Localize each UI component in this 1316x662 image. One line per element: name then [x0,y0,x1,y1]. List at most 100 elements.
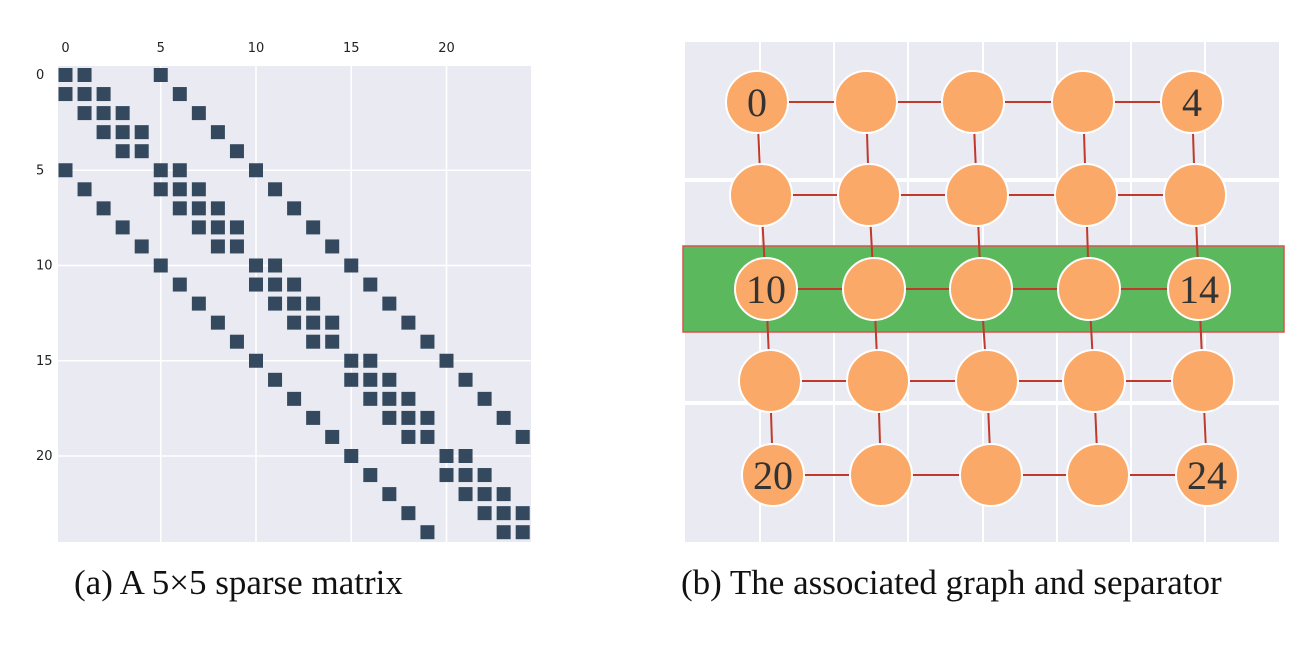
graph-node-circle [1057,257,1121,321]
graph-plot: 0 4 10 14 20 24 [682,42,1285,542]
sparse-matrix-plot: 0 5 10 15 20 0 5 10 15 20 [36,41,531,542]
matrix-nonzero-cell [115,220,130,235]
matrix-nonzero-cell [401,410,416,425]
matrix-nonzero-cell [58,87,73,102]
matrix-nonzero-cell [172,163,187,178]
matrix-nonzero-cell [515,506,530,521]
matrix-nonzero-cell [401,429,416,444]
matrix-nonzero-cell [249,277,263,292]
matrix-nonzero-cell [325,429,340,444]
matrix-x-tick-labels: 0 5 10 15 20 [61,41,454,56]
matrix-nonzero-cell [344,449,359,463]
matrix-y-tick-label: 20 [36,449,53,464]
graph-node [959,443,1023,507]
matrix-nonzero-cell [363,372,378,387]
graph-node [849,443,913,507]
graph-node [955,349,1019,413]
graph-node-circle [741,443,805,507]
graph-node-circle [945,163,1009,227]
matrix-nonzero-cell [287,296,302,311]
matrix-nonzero-cell [458,468,473,483]
graph-node [949,257,1013,321]
matrix-nonzero-cell [191,182,206,197]
matrix-nonzero-cell [515,429,530,444]
matrix-nonzero-cell [496,506,511,521]
matrix-nonzero-cell [458,372,473,387]
caption-a: (a) A 5×5 sparse matrix [74,563,403,602]
matrix-nonzero-cell [249,258,263,273]
graph-node-circle [955,349,1019,413]
matrix-nonzero-cell [401,391,416,406]
matrix-nonzero-cells [58,68,530,540]
matrix-nonzero-cell [306,410,321,425]
matrix-y-tick-label: 0 [36,68,44,83]
graph-node: 24 [1175,443,1239,507]
matrix-nonzero-cell [458,449,473,463]
graph-node-circle [734,257,798,321]
matrix-nonzero-cell [363,277,378,292]
matrix-x-tick-label: 20 [438,41,455,56]
matrix-nonzero-cell [382,410,397,425]
graph-node [729,163,793,227]
graph-node-label: 20 [753,453,793,498]
matrix-nonzero-cell [344,353,359,368]
graph-node [1062,349,1126,413]
matrix-nonzero-cell [172,277,187,292]
graph-node-circle [1160,70,1224,134]
matrix-nonzero-cell [229,220,244,235]
graph-node [941,70,1005,134]
matrix-x-tick-label: 0 [61,41,69,56]
matrix-nonzero-cell [96,125,111,140]
matrix-nonzero-cell [496,410,511,425]
matrix-nonzero-cell [363,353,378,368]
matrix-nonzero-cell [268,372,283,387]
matrix-nonzero-cell [115,125,130,140]
graph-nodes: 0 4 10 14 20 24 [725,70,1239,507]
graph-node [837,163,901,227]
matrix-nonzero-cell [77,87,92,102]
matrix-nonzero-cell [268,258,283,273]
matrix-y-tick-label: 15 [36,354,53,369]
matrix-nonzero-cell [477,506,492,521]
graph-node-circle [849,443,913,507]
matrix-x-tick-label: 15 [343,41,360,56]
matrix-nonzero-cell [249,353,263,368]
graph-node-circle [837,163,901,227]
matrix-nonzero-cell [420,525,435,540]
graph-node-label: 0 [747,80,767,125]
matrix-nonzero-cell [191,106,206,121]
matrix-nonzero-cell [306,334,321,349]
matrix-nonzero-cell [210,201,225,216]
graph-node: 14 [1167,257,1231,321]
matrix-nonzero-cell [153,163,168,178]
matrix-nonzero-cell [439,468,454,483]
graph-node [1051,70,1115,134]
matrix-nonzero-cell [325,239,340,254]
matrix-nonzero-cell [496,525,511,540]
matrix-nonzero-cell [172,201,187,216]
matrix-nonzero-cell [458,487,473,502]
matrix-nonzero-cell [96,106,111,121]
matrix-nonzero-cell [134,125,149,140]
matrix-nonzero-cell [420,334,435,349]
matrix-nonzero-cell [77,182,92,197]
matrix-nonzero-cell [306,220,321,235]
matrix-nonzero-cell [287,201,302,216]
matrix-nonzero-cell [382,296,397,311]
matrix-nonzero-cell [382,391,397,406]
graph-node-label: 24 [1187,453,1227,498]
matrix-nonzero-cell [325,334,340,349]
matrix-nonzero-cell [382,487,397,502]
matrix-nonzero-cell [229,334,244,349]
graph-node-circle [949,257,1013,321]
matrix-nonzero-cell [420,410,435,425]
matrix-nonzero-cell [134,144,149,159]
matrix-nonzero-cell [344,372,359,387]
matrix-nonzero-cell [439,353,454,368]
graph-node: 20 [741,443,805,507]
matrix-nonzero-cell [382,372,397,387]
graph-node-circle [1062,349,1126,413]
matrix-nonzero-cell [210,125,225,140]
matrix-nonzero-cell [229,239,244,254]
matrix-nonzero-cell [210,239,225,254]
